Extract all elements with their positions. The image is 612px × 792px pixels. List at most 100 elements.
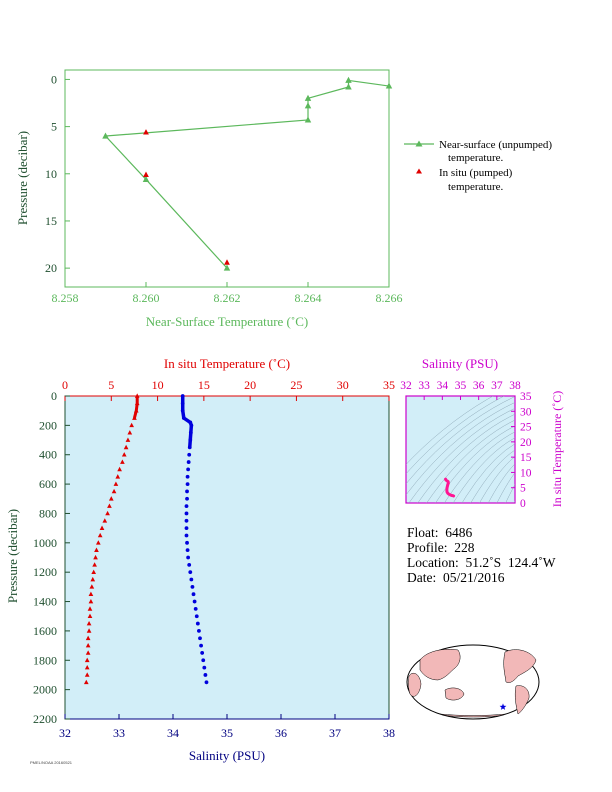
world-map <box>406 644 540 720</box>
salinity-point <box>185 482 190 486</box>
top-y-tick-label: 15 <box>45 214 57 228</box>
profile-bottom-axis-title: Salinity (PSU) <box>189 748 265 763</box>
temperature-point <box>115 474 121 479</box>
top-x-tick-label: 8.266 <box>376 291 403 305</box>
salinity-tick-label: 36 <box>275 726 287 740</box>
salinity-tick-label: 35 <box>221 726 233 740</box>
top-y-axis-title: Pressure (decibar) <box>15 131 30 225</box>
temperature-tick-labels: 0 5 10 15 20 25 30 35 <box>62 378 395 401</box>
temperature-point <box>86 620 92 626</box>
ts-density-contour <box>408 408 515 503</box>
ts-density-contours <box>406 396 515 503</box>
temperature-surface-line <box>132 396 139 419</box>
temperature-point <box>85 650 91 655</box>
near-surface-point <box>142 175 150 182</box>
salinity-point <box>185 548 190 553</box>
pressure-tick-label: 1800 <box>33 653 57 667</box>
temperature-point <box>92 562 97 567</box>
salinity-point <box>195 621 200 626</box>
ts-density-contour <box>406 396 515 485</box>
legend-in-situ-line2: temperature. <box>448 181 504 193</box>
temperature-point <box>88 598 94 604</box>
salinity-tick-label: 38 <box>383 726 395 740</box>
ts-density-contour <box>426 419 515 503</box>
salinity-point <box>184 504 189 509</box>
salinity-point <box>184 511 189 516</box>
ts-y-tick-label: 20 <box>520 437 532 449</box>
salinity-point <box>199 643 203 648</box>
ts-y-tick-label: 30 <box>520 406 532 418</box>
salinity-point <box>189 577 194 582</box>
salinity-point <box>186 460 191 464</box>
salinity-point <box>186 555 191 560</box>
ts-x-tick-label: 38 <box>509 380 521 392</box>
temperature-point <box>87 606 93 611</box>
float-info-panel: Float: 6486 Profile: 228 Location: 51.2˚… <box>407 525 555 585</box>
ts-x-tick-labels: 32 33 34 35 36 37 38 <box>400 380 521 400</box>
top-x-tick-label: 8.262 <box>214 291 241 305</box>
top-y-tick-labels: 0 5 10 15 20 <box>45 72 70 275</box>
top-x-tick-label: 8.258 <box>52 291 79 305</box>
salinity-point <box>197 629 201 633</box>
salinity-point <box>184 526 189 531</box>
top-y-tick-label: 20 <box>45 261 57 275</box>
profile-chart: 0 5 10 15 20 25 30 35 32 33 34 35 36 37 38 0 200 400 600… <box>5 356 395 763</box>
temperature-point <box>107 503 112 508</box>
ts-plot-background <box>405 395 516 504</box>
near-surface-point <box>304 94 312 101</box>
salinity-point <box>188 570 193 575</box>
pressure-tick-label: 0 <box>51 389 57 403</box>
salinity-point <box>192 599 197 604</box>
salinity-point <box>186 467 191 472</box>
temperature-tick-label: 0 <box>62 378 68 392</box>
temperature-point <box>88 591 94 597</box>
temperature-point <box>83 679 89 685</box>
legend-near-surface-line2: temperature. <box>448 152 504 164</box>
salinity-point <box>184 533 189 538</box>
salinity-point <box>201 658 206 663</box>
salinity-tick-label: 37 <box>329 726 341 740</box>
salinity-point <box>193 606 198 611</box>
continent-south-america <box>514 685 530 715</box>
legend-in-situ-line1: In situ (pumped) <box>439 167 513 179</box>
near-surface-point <box>304 116 312 123</box>
top-x-tick-label: 8.264 <box>295 291 322 305</box>
ts-density-contour <box>444 431 515 503</box>
temperature-point <box>84 665 90 670</box>
near-surface-chart: 8.258 8.260 8.262 8.264 8.266 0 5 10 15 20 Near-… <box>15 69 552 329</box>
ts-density-contour <box>435 425 515 503</box>
pressure-tick-label: 2200 <box>33 712 57 726</box>
ts-x-tick-label: 37 <box>491 380 503 392</box>
ts-x-tick-label: 36 <box>473 380 485 392</box>
salinity-point <box>184 518 189 523</box>
ts-diagram: 32 33 34 35 36 37 38 0 5 10 15 20 25 30 35 Salinity (… <box>400 356 564 510</box>
float-location: Location: 51.2˚S 124.4˚W <box>407 555 556 570</box>
salinity-point <box>180 401 185 406</box>
salinity-point <box>203 673 208 677</box>
temperature-point <box>132 415 137 420</box>
temperature-tick-label: 15 <box>198 378 210 392</box>
temperature-point <box>133 408 139 413</box>
ts-x-axis-title: Salinity (PSU) <box>422 356 498 371</box>
salinity-point <box>185 496 189 501</box>
temperature-point <box>99 525 105 530</box>
near-surface-point <box>223 264 231 271</box>
salinity-point <box>204 680 209 685</box>
salinity-tick-label: 32 <box>59 726 71 740</box>
ts-density-contour <box>406 396 494 465</box>
in-situ-point <box>224 259 230 265</box>
temperature-point <box>102 518 108 523</box>
ts-density-contour <box>452 437 515 503</box>
footer-credit: PMEL/NOAA 20160521 <box>30 760 73 765</box>
ts-y-tick-label: 25 <box>520 422 532 434</box>
continent-north-america <box>503 649 537 683</box>
ts-x-tick-label: 34 <box>437 380 449 392</box>
salinity-point <box>200 651 205 655</box>
salinity-point <box>198 636 202 641</box>
legend-marker-near-surface <box>415 140 423 147</box>
temperature-point <box>123 444 129 450</box>
pressure-tick-labels: 0 200 400 600 800 1000 1200 1400 1600 1800 2000 220… <box>33 389 70 726</box>
temperature-point <box>111 488 117 494</box>
pressure-tick-label: 600 <box>39 477 57 491</box>
ts-density-contour <box>406 396 505 475</box>
